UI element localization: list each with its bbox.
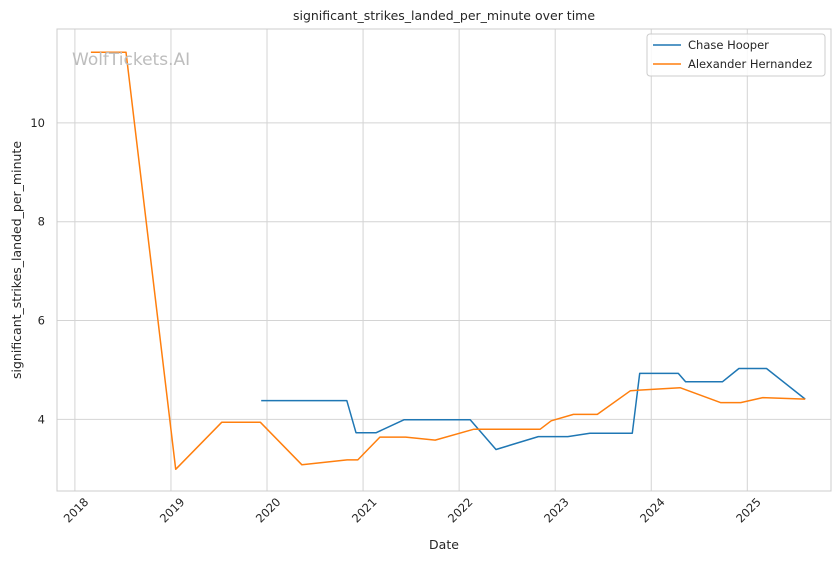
x-axis-title: Date [429,537,459,552]
y-tick-label: 10 [30,116,45,130]
series-line-chase-hooper [261,367,806,451]
legend-entry-label: Alexander Hernandez [688,57,812,71]
y-tick-label: 8 [38,215,45,229]
y-axis-title: significant_strikes_landed_per_minute [9,141,24,379]
y-tick-label: 6 [38,314,45,328]
legend-box [646,33,826,77]
y-axis-ticks: 4 6 8 10 [30,116,45,426]
series-lines [90,51,806,471]
legend-entry-label: Chase Hooper [688,38,769,52]
plot-area-frame [56,28,832,492]
y-tick-label: 4 [38,412,45,426]
legend: Chase Hooper Alexander Hernandez [646,33,826,77]
chart-title: significant_strikes_landed_per_minute ov… [293,8,595,23]
watermark-text: WolfTickets.AI [72,50,190,70]
series-line-alexander-hernandez [90,51,806,471]
